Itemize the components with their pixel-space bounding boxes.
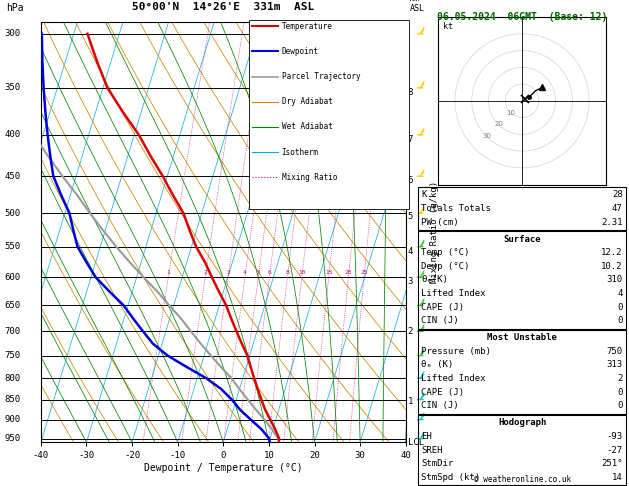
Text: 4: 4 bbox=[243, 270, 247, 275]
Text: 3: 3 bbox=[226, 270, 230, 275]
Text: 25: 25 bbox=[360, 270, 368, 275]
Text: 251°: 251° bbox=[601, 459, 623, 468]
Text: Dewpoint: Dewpoint bbox=[282, 47, 319, 56]
Text: 4: 4 bbox=[617, 289, 623, 298]
Text: 700: 700 bbox=[4, 327, 21, 336]
Text: 1: 1 bbox=[167, 270, 170, 275]
Text: 12.2: 12.2 bbox=[601, 248, 623, 257]
Text: 10: 10 bbox=[506, 109, 515, 116]
Text: K: K bbox=[421, 191, 427, 199]
Text: θₑ (K): θₑ (K) bbox=[421, 361, 454, 369]
Text: km
ASL: km ASL bbox=[409, 0, 425, 14]
Text: 900: 900 bbox=[4, 415, 21, 424]
Text: LCL: LCL bbox=[408, 438, 424, 447]
Text: 8: 8 bbox=[286, 270, 289, 275]
Text: 3: 3 bbox=[408, 278, 413, 286]
Text: Pressure (mb): Pressure (mb) bbox=[421, 347, 491, 356]
Text: 47: 47 bbox=[612, 204, 623, 213]
Text: Lifted Index: Lifted Index bbox=[421, 374, 486, 383]
Text: Isotherm: Isotherm bbox=[282, 148, 319, 156]
Text: 20: 20 bbox=[494, 122, 503, 127]
Text: CIN (J): CIN (J) bbox=[421, 316, 459, 325]
Text: 2: 2 bbox=[203, 270, 207, 275]
Text: Temperature: Temperature bbox=[282, 21, 333, 31]
Text: PW (cm): PW (cm) bbox=[421, 218, 459, 226]
Text: 0: 0 bbox=[617, 388, 623, 397]
Text: 850: 850 bbox=[4, 395, 21, 404]
Text: SREH: SREH bbox=[421, 446, 443, 454]
Text: 6: 6 bbox=[408, 175, 413, 185]
Text: Surface: Surface bbox=[503, 235, 541, 243]
Text: 2: 2 bbox=[408, 327, 413, 336]
Text: 6: 6 bbox=[267, 270, 271, 275]
Text: -27: -27 bbox=[606, 446, 623, 454]
Text: © weatheronline.co.uk: © weatheronline.co.uk bbox=[474, 474, 571, 484]
Text: 310: 310 bbox=[606, 276, 623, 284]
Text: Dry Adiabat: Dry Adiabat bbox=[282, 97, 333, 106]
Text: Lifted Index: Lifted Index bbox=[421, 289, 486, 298]
Text: 10: 10 bbox=[298, 270, 306, 275]
Text: 600: 600 bbox=[4, 273, 21, 282]
Text: -93: -93 bbox=[606, 432, 623, 441]
Text: 4: 4 bbox=[408, 247, 413, 256]
Text: Most Unstable: Most Unstable bbox=[487, 333, 557, 342]
Text: θₑ(K): θₑ(K) bbox=[421, 276, 448, 284]
Text: kt: kt bbox=[443, 22, 454, 31]
Text: 7: 7 bbox=[408, 135, 413, 144]
Text: 950: 950 bbox=[4, 434, 21, 443]
Text: 10.2: 10.2 bbox=[601, 262, 623, 271]
Text: 550: 550 bbox=[4, 242, 21, 251]
Text: CIN (J): CIN (J) bbox=[421, 401, 459, 410]
Text: 800: 800 bbox=[4, 374, 21, 383]
Text: 750: 750 bbox=[606, 347, 623, 356]
Text: 500: 500 bbox=[4, 208, 21, 218]
Text: 350: 350 bbox=[4, 84, 21, 92]
Text: Dewp (°C): Dewp (°C) bbox=[421, 262, 470, 271]
Text: 450: 450 bbox=[4, 172, 21, 181]
Text: Temp (°C): Temp (°C) bbox=[421, 248, 470, 257]
Text: 2: 2 bbox=[617, 374, 623, 383]
Text: 20: 20 bbox=[345, 270, 352, 275]
Text: CAPE (J): CAPE (J) bbox=[421, 303, 464, 312]
Text: Hodograph: Hodograph bbox=[498, 418, 546, 427]
Text: Totals Totals: Totals Totals bbox=[421, 204, 491, 213]
Text: Wet Adiabat: Wet Adiabat bbox=[282, 122, 333, 132]
FancyBboxPatch shape bbox=[249, 20, 409, 209]
Text: 0: 0 bbox=[617, 303, 623, 312]
Text: StmSpd (kt): StmSpd (kt) bbox=[421, 473, 481, 482]
Text: 750: 750 bbox=[4, 351, 21, 360]
Text: hPa: hPa bbox=[6, 3, 24, 14]
Text: Mixing Ratio: Mixing Ratio bbox=[282, 173, 337, 182]
Text: StmDir: StmDir bbox=[421, 459, 454, 468]
Text: 300: 300 bbox=[4, 29, 21, 38]
Text: EH: EH bbox=[421, 432, 432, 441]
Text: 50°00'N  14°26'E  331m  ASL: 50°00'N 14°26'E 331m ASL bbox=[132, 2, 314, 12]
Text: 5: 5 bbox=[408, 212, 413, 221]
Text: 2.31: 2.31 bbox=[601, 218, 623, 226]
Text: 8: 8 bbox=[408, 88, 413, 97]
Text: Mixing Ratio (g/kg): Mixing Ratio (g/kg) bbox=[430, 181, 440, 283]
Text: Parcel Trajectory: Parcel Trajectory bbox=[282, 72, 360, 81]
Text: 14: 14 bbox=[612, 473, 623, 482]
Text: 0: 0 bbox=[617, 401, 623, 410]
Text: 0: 0 bbox=[617, 316, 623, 325]
Text: 06.05.2024  06GMT  (Base: 12): 06.05.2024 06GMT (Base: 12) bbox=[437, 12, 607, 22]
X-axis label: Dewpoint / Temperature (°C): Dewpoint / Temperature (°C) bbox=[144, 463, 303, 473]
Text: 5: 5 bbox=[257, 270, 260, 275]
Text: 30: 30 bbox=[482, 133, 491, 139]
Text: 1: 1 bbox=[408, 397, 413, 406]
Text: 15: 15 bbox=[325, 270, 333, 275]
Text: 650: 650 bbox=[4, 301, 21, 310]
Text: 400: 400 bbox=[4, 130, 21, 139]
Text: 313: 313 bbox=[606, 361, 623, 369]
Text: CAPE (J): CAPE (J) bbox=[421, 388, 464, 397]
Text: 28: 28 bbox=[612, 191, 623, 199]
